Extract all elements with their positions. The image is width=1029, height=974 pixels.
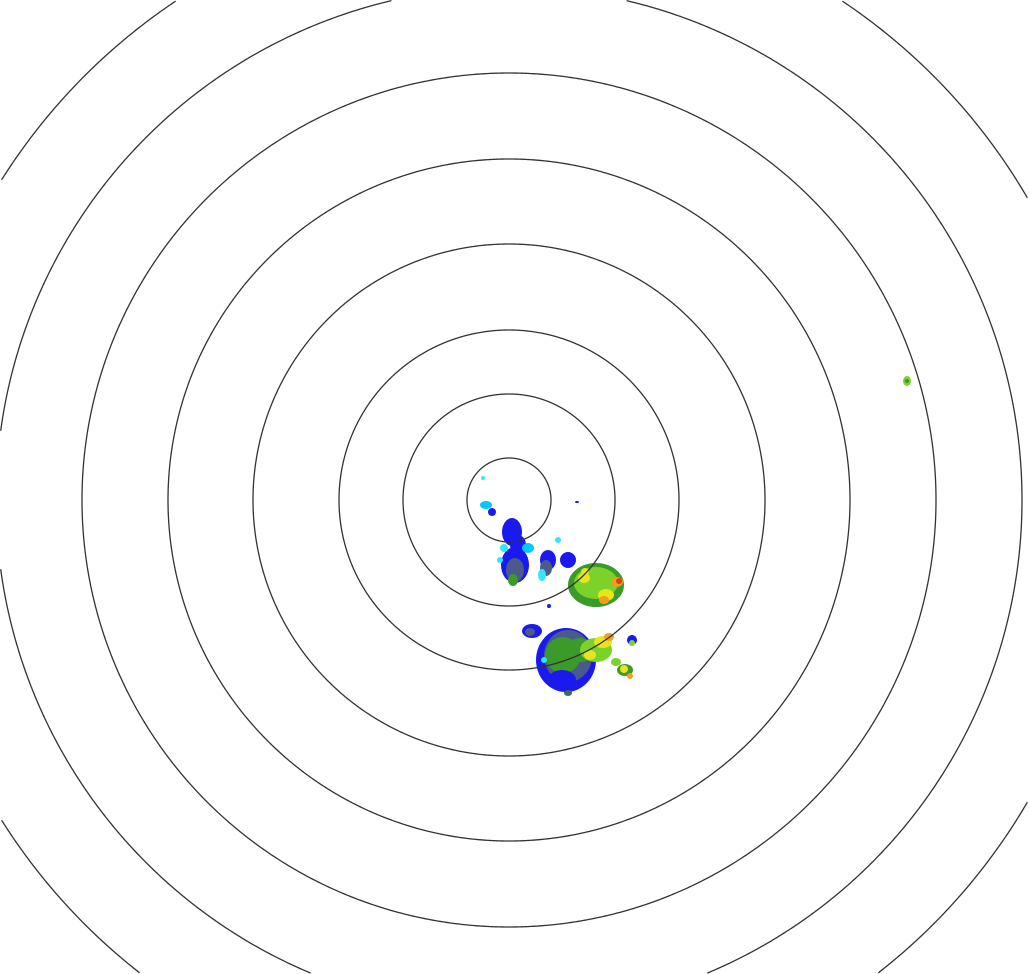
- echo-green: [905, 379, 909, 383]
- echo-blue: [548, 670, 576, 690]
- echo-light-cyan: [500, 544, 508, 552]
- echo-blue: [547, 604, 551, 608]
- echo-light-green: [629, 640, 635, 646]
- echo-orange: [599, 596, 609, 604]
- echo-yellow: [620, 665, 628, 673]
- range-ring-3: [338, 329, 680, 671]
- echo-light-cyan: [538, 569, 546, 581]
- precipitation-echoes: [480, 376, 911, 696]
- echo-light-green: [611, 658, 621, 666]
- echo-light-cyan: [481, 476, 485, 480]
- echo-yellow: [584, 650, 596, 660]
- range-ring-5: [167, 158, 851, 842]
- echo-blue: [488, 508, 496, 516]
- range-ring-4: [252, 243, 766, 757]
- range-ring-1: [466, 457, 552, 543]
- echo-green: [508, 574, 518, 586]
- echo-blue: [575, 501, 579, 503]
- range-ring-6: [81, 72, 937, 928]
- echo-cyan: [522, 543, 534, 553]
- echo-cyan: [480, 501, 492, 509]
- echo-light-cyan: [497, 557, 503, 563]
- echo-orange: [627, 673, 633, 679]
- range-ring-2: [402, 393, 616, 607]
- echo-dark-teal: [564, 690, 572, 696]
- echo-slate: [525, 628, 535, 636]
- echo-red: [616, 578, 622, 584]
- echo-blue: [560, 552, 576, 568]
- echo-light-cyan: [555, 537, 561, 543]
- echo-light-cyan: [541, 657, 547, 663]
- echo-yellow: [578, 573, 590, 583]
- echo-yellow: [581, 568, 589, 576]
